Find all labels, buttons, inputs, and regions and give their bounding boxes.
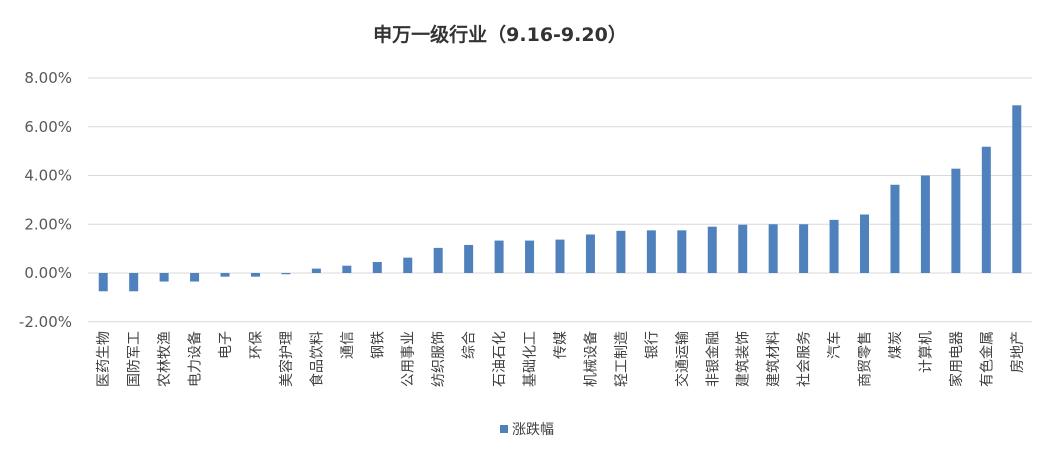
- x-tick-label: 汽车: [826, 331, 843, 359]
- x-tick-label: 电力设备: [187, 331, 204, 387]
- bar: [829, 219, 839, 273]
- y-tick-label: 0.00%: [24, 264, 72, 282]
- bar: [129, 273, 139, 292]
- bar: [920, 175, 930, 273]
- x-tick-label: 机械设备: [582, 331, 599, 387]
- bar: [342, 265, 352, 273]
- bar: [707, 226, 717, 273]
- x-tick-label: 银行: [644, 331, 660, 359]
- x-tick-label: 房地产: [1010, 331, 1026, 373]
- bar: [433, 247, 443, 273]
- x-tick-label: 电子: [218, 331, 234, 359]
- x-tick-label: 交通运输: [674, 331, 691, 387]
- chart-title: 申万一级行业（9.16-9.20）: [373, 24, 627, 46]
- bar: [464, 244, 474, 273]
- bar: [1012, 105, 1022, 273]
- x-tick-label: 纺织服饰: [431, 331, 447, 387]
- bar: [646, 230, 656, 273]
- y-tick-label: 6.00%: [24, 118, 72, 136]
- x-tick-label: 商贸零售: [858, 331, 874, 387]
- bar: [677, 230, 687, 273]
- bar: [250, 273, 260, 277]
- x-tick-label: 有色金属: [978, 331, 995, 387]
- legend-label: 涨跌幅: [512, 422, 554, 438]
- x-tick-label: 传媒: [553, 331, 569, 359]
- x-tick-label: 轻工制造: [614, 331, 630, 387]
- x-tick-label: 美容护理: [278, 331, 295, 387]
- x-tick-label: 石油石化: [492, 331, 508, 387]
- bar: [311, 268, 321, 273]
- x-tick-label: 综合: [462, 331, 478, 359]
- bar: [951, 168, 961, 273]
- bar: [159, 273, 169, 282]
- y-tick-label: 8.00%: [24, 69, 72, 87]
- x-tick-label: 农林牧渔: [157, 331, 173, 387]
- y-tick-label: -2.00%: [19, 313, 72, 331]
- bar: [525, 240, 535, 273]
- x-tick-label: 环保: [248, 331, 264, 359]
- bar: [799, 224, 809, 273]
- bar: [585, 234, 595, 273]
- x-tick-label: 建筑装饰: [736, 331, 752, 387]
- bar: [220, 273, 230, 277]
- x-tick-label: 医药生物: [96, 331, 112, 387]
- bar: [372, 262, 382, 273]
- x-tick-label: 公用事业: [401, 331, 417, 387]
- x-tick-label: 基础化工: [522, 331, 539, 387]
- x-tick-label: 建筑材料: [766, 331, 782, 387]
- bar: [860, 214, 870, 273]
- bar: [981, 146, 991, 273]
- x-tick-label: 通信: [340, 331, 356, 359]
- bar: [98, 273, 108, 292]
- bar: [494, 240, 504, 273]
- bar: [281, 273, 291, 275]
- x-tick-label: 家用电器: [948, 331, 965, 387]
- x-tick-label: 食品饮料: [308, 331, 325, 387]
- bar: [190, 273, 200, 282]
- x-tick-label: 国防军工: [127, 331, 143, 387]
- legend-swatch: [500, 425, 508, 433]
- y-tick-label: 4.00%: [24, 167, 72, 185]
- bar: [616, 230, 626, 273]
- x-tick-label: 非银金融: [705, 331, 721, 387]
- bar: [890, 184, 900, 273]
- x-tick-label: 社会服务: [797, 331, 813, 387]
- x-tick-label: 计算机: [918, 331, 934, 373]
- y-tick-label: 2.00%: [24, 215, 72, 233]
- x-tick-label: 煤炭: [888, 331, 904, 359]
- bar: [403, 257, 413, 273]
- x-tick-label: 钢铁: [370, 331, 386, 359]
- bar: [768, 224, 778, 273]
- bar: [555, 239, 565, 273]
- bar: [738, 224, 748, 273]
